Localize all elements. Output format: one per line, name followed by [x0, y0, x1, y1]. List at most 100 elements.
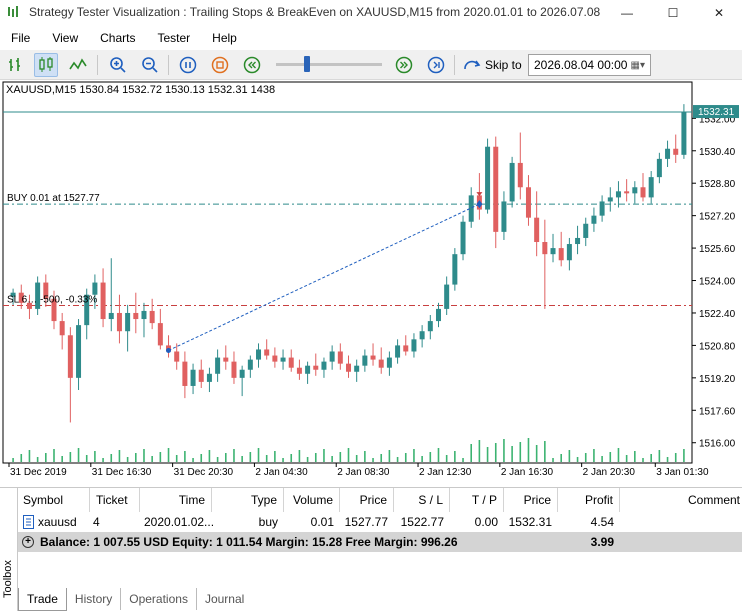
time-tick-label: 3 Jan 01:30	[656, 467, 709, 478]
speed-up-button[interactable]	[392, 53, 416, 77]
skip-to-date-input[interactable]: 2026.08.04 00:00 ▦▾	[528, 54, 651, 76]
tab-history[interactable]: History	[67, 588, 122, 610]
candle-body	[239, 369, 245, 378]
col-profit[interactable]: Profit	[558, 488, 620, 512]
candle-body	[272, 355, 278, 362]
speed-slider-track[interactable]	[276, 63, 382, 66]
col-stop-loss[interactable]: S / L	[394, 488, 450, 512]
candlestick-icon	[39, 57, 53, 72]
candle-body	[419, 331, 425, 340]
time-tick-label: 31 Dec 2019	[10, 467, 67, 478]
candle-body	[354, 365, 360, 372]
row-type: buy	[258, 515, 278, 529]
bar-chart-button[interactable]	[4, 53, 28, 77]
pause-button[interactable]	[176, 53, 200, 77]
price-chart[interactable]: 1532.00 1530.40 1528.80 1527.20 1525.60 1524.…	[0, 81, 742, 481]
buy-level-label: BUY 0.01 at 1527.77	[7, 193, 100, 204]
step-forward-icon	[427, 56, 445, 74]
buy-marker	[476, 200, 483, 209]
position-icon	[23, 515, 34, 529]
candle-body	[632, 187, 638, 194]
col-take-profit[interactable]: T / P	[450, 488, 504, 512]
menu-help[interactable]: Help	[212, 31, 237, 45]
zoom-out-button[interactable]	[138, 53, 162, 77]
candle-body	[18, 292, 24, 303]
menu-file[interactable]: File	[11, 31, 31, 45]
chart-canvas[interactable]: 1532.00 1530.40 1528.80 1527.20 1525.60 1524.…	[0, 81, 742, 481]
candle-body	[125, 312, 131, 332]
balance-summary-row[interactable]: + Balance: 1 007.55 USD Equity: 1 011.54…	[18, 532, 742, 552]
col-ticket[interactable]: Ticket	[90, 488, 140, 512]
col-current-price[interactable]: Price	[504, 488, 558, 512]
price-tick-label: 1517.60	[699, 406, 736, 417]
candle-body	[100, 282, 106, 320]
toolbox-sidebar[interactable]	[0, 487, 18, 611]
candle-body	[157, 323, 163, 346]
time-tick-label: 2 Jan 16:30	[501, 467, 554, 478]
candle-body	[305, 365, 311, 374]
menu-charts[interactable]: Charts	[100, 31, 136, 45]
candle-chart-button[interactable]	[34, 53, 58, 77]
stop-icon	[211, 56, 229, 74]
speed-slider-thumb[interactable]	[304, 56, 310, 72]
maximize-button[interactable]: ☐	[667, 6, 679, 20]
minimize-button[interactable]: —	[621, 6, 633, 20]
row-symbol: xauusd	[38, 515, 77, 529]
skip-arrow-icon	[464, 60, 481, 70]
zoom-in-button[interactable]	[106, 53, 130, 77]
col-comment[interactable]: Comment	[687, 493, 740, 507]
row-price: 1527.77	[344, 515, 388, 529]
candle-body	[550, 248, 556, 255]
close-button[interactable]: ✕	[713, 6, 725, 20]
col-price[interactable]: Price	[340, 488, 394, 512]
expand-icon[interactable]: +	[22, 536, 34, 548]
candle-body	[575, 237, 581, 245]
candle-body	[198, 369, 204, 382]
candle-body	[640, 187, 646, 198]
tab-journal[interactable]: Journal	[204, 592, 245, 606]
col-symbol[interactable]: Symbol	[18, 488, 90, 512]
row-stop-loss: 1522.77	[400, 515, 444, 529]
bottom-tabs: Trade History Operations Journal	[18, 587, 252, 611]
balance-profit: 3.99	[590, 535, 614, 549]
time-tick-label: 31 Dec 16:30	[92, 467, 152, 478]
col-volume[interactable]: Volume	[284, 488, 340, 512]
candle-body	[141, 310, 147, 320]
fast-forward-icon	[395, 56, 413, 74]
col-type[interactable]: Type	[212, 488, 284, 512]
candle-body	[583, 223, 589, 238]
menu-tester[interactable]: Tester	[157, 31, 191, 45]
candle-body	[43, 282, 49, 299]
row-profit: 4.54	[590, 515, 614, 529]
zoom-in-icon	[110, 57, 126, 73]
candle-body	[607, 197, 613, 202]
line-chart-button[interactable]	[66, 53, 90, 77]
candle-body	[296, 367, 302, 374]
tab-operations[interactable]: Operations	[121, 588, 197, 610]
skip-to-button[interactable]	[460, 53, 484, 77]
tab-trade[interactable]: Trade	[18, 587, 67, 611]
row-take-profit: 0.00	[474, 515, 498, 529]
candle-body	[108, 312, 114, 320]
candle-body	[517, 162, 523, 188]
current-price-badge	[693, 105, 739, 119]
trade-panel: Symbol Ticket Time Type Volume Price S /…	[0, 487, 742, 611]
candle-body	[427, 321, 433, 332]
candle-body	[10, 292, 16, 297]
slow-down-button[interactable]	[240, 53, 264, 77]
candle-body	[247, 359, 253, 370]
candle-body	[460, 221, 466, 255]
candle-body	[280, 357, 286, 362]
calendar-dropdown-icon[interactable]: ▦▾	[630, 59, 645, 71]
col-time[interactable]: Time	[140, 488, 212, 512]
candle-body	[362, 355, 368, 366]
candle-body	[329, 351, 335, 362]
stop-button[interactable]	[208, 53, 232, 77]
current-price-label: 1532.31	[698, 107, 735, 118]
pause-icon	[179, 56, 197, 74]
menu-view[interactable]: View	[52, 31, 79, 45]
step-forward-button[interactable]	[424, 53, 448, 77]
table-row[interactable]	[18, 512, 742, 532]
row-current-price: 1532.31	[508, 515, 552, 529]
rewind-icon	[243, 56, 261, 74]
